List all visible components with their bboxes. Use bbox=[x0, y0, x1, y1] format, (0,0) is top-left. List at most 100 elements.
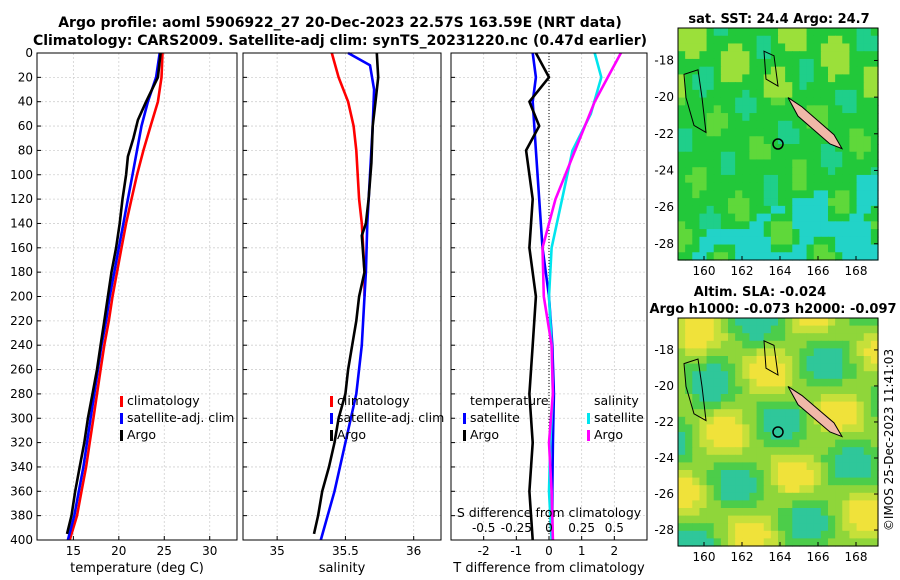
map-cell bbox=[728, 492, 736, 501]
y-tick-label: 380 bbox=[10, 509, 33, 523]
map-cell bbox=[699, 515, 708, 524]
map-cell bbox=[749, 424, 758, 433]
map-cell bbox=[735, 51, 743, 60]
map-cell bbox=[863, 508, 872, 517]
map-cell bbox=[735, 174, 743, 184]
reef-outline-north bbox=[763, 339, 779, 376]
map-cell bbox=[863, 401, 872, 410]
map-cell bbox=[842, 500, 851, 509]
map-cell bbox=[749, 35, 758, 45]
map-cell bbox=[692, 120, 701, 130]
map-cell bbox=[685, 82, 693, 91]
x-tick-label: 1 bbox=[578, 544, 586, 558]
y-tick-label: 20 bbox=[18, 70, 33, 84]
map-cell bbox=[678, 530, 686, 539]
series-satellite-adj-clim bbox=[66, 52, 161, 541]
map-cell bbox=[806, 500, 815, 509]
map-cell bbox=[849, 105, 858, 114]
map-cell bbox=[785, 151, 793, 161]
map-cell bbox=[720, 356, 729, 365]
map-cell bbox=[742, 182, 751, 191]
map-cell bbox=[706, 318, 715, 327]
map-cell bbox=[692, 205, 701, 215]
map-cell bbox=[770, 378, 779, 387]
map-cell bbox=[699, 236, 708, 246]
map-cell bbox=[770, 89, 779, 99]
map-cell bbox=[749, 221, 758, 230]
map-cell bbox=[713, 477, 722, 486]
map-cell bbox=[678, 252, 686, 261]
map-cell bbox=[749, 470, 758, 479]
map-cell bbox=[728, 454, 736, 463]
map-cell bbox=[713, 28, 722, 37]
map-cell bbox=[692, 454, 701, 463]
map-cell bbox=[799, 229, 808, 238]
map-cell bbox=[706, 394, 715, 403]
map-cell bbox=[785, 144, 793, 153]
map-cell bbox=[692, 318, 701, 327]
map-cell bbox=[835, 105, 843, 114]
map-cell bbox=[720, 82, 729, 91]
map-cell bbox=[792, 82, 801, 91]
x2-tick-label: 0.5 bbox=[605, 521, 624, 535]
map-cell bbox=[835, 82, 843, 91]
y-tick-label: 160 bbox=[10, 241, 33, 255]
map-cell bbox=[749, 205, 758, 215]
map-cell bbox=[863, 89, 872, 99]
map-cell bbox=[728, 378, 736, 387]
map-cell bbox=[770, 477, 779, 486]
map-cell bbox=[678, 43, 686, 52]
map-cell bbox=[813, 340, 822, 349]
map-cell bbox=[820, 523, 829, 532]
map-cell bbox=[763, 182, 772, 191]
legend-label: Argo bbox=[337, 427, 366, 442]
map-cell bbox=[763, 159, 772, 168]
map-cell bbox=[699, 182, 708, 191]
map-cell bbox=[699, 477, 708, 486]
map-cell bbox=[720, 244, 729, 253]
map-cell bbox=[778, 340, 786, 349]
map-cell bbox=[692, 394, 701, 403]
map-cell bbox=[713, 348, 722, 357]
map-cell bbox=[713, 136, 722, 145]
map-cell bbox=[849, 538, 858, 547]
map-cell bbox=[856, 167, 865, 176]
map-cell bbox=[842, 386, 851, 395]
map-cell bbox=[835, 229, 843, 238]
map-cell bbox=[756, 538, 765, 547]
map-cell bbox=[813, 515, 822, 524]
map-cell bbox=[720, 221, 729, 230]
map-cell bbox=[785, 120, 793, 130]
map-cell bbox=[692, 401, 701, 410]
map-cell bbox=[678, 454, 686, 463]
map-cell bbox=[756, 43, 765, 52]
map-cell bbox=[749, 416, 758, 425]
map-cell bbox=[863, 66, 872, 75]
map-cell bbox=[770, 401, 779, 410]
lon-tick-label: 168 bbox=[845, 264, 868, 278]
map-cell bbox=[842, 523, 851, 532]
map-cell bbox=[749, 113, 758, 122]
map-cell bbox=[678, 485, 686, 494]
map-cell bbox=[863, 128, 872, 137]
map-cell bbox=[728, 74, 736, 83]
map-cell bbox=[835, 356, 843, 365]
map-cell bbox=[828, 462, 836, 471]
map-cell bbox=[756, 174, 765, 184]
x-tick-label: 30 bbox=[202, 544, 217, 558]
legend-label: climatology bbox=[127, 393, 200, 408]
map-cell bbox=[720, 348, 729, 357]
map-cell bbox=[785, 508, 793, 517]
map-cell bbox=[870, 432, 879, 441]
map-cell bbox=[756, 424, 765, 433]
map-cell bbox=[763, 447, 772, 456]
map-cell bbox=[706, 538, 715, 547]
map-cell bbox=[863, 348, 872, 357]
map-cell bbox=[713, 378, 722, 387]
map-cell bbox=[863, 51, 872, 60]
map-cell bbox=[778, 43, 786, 52]
map-cell bbox=[813, 424, 822, 433]
map-cell bbox=[720, 182, 729, 191]
